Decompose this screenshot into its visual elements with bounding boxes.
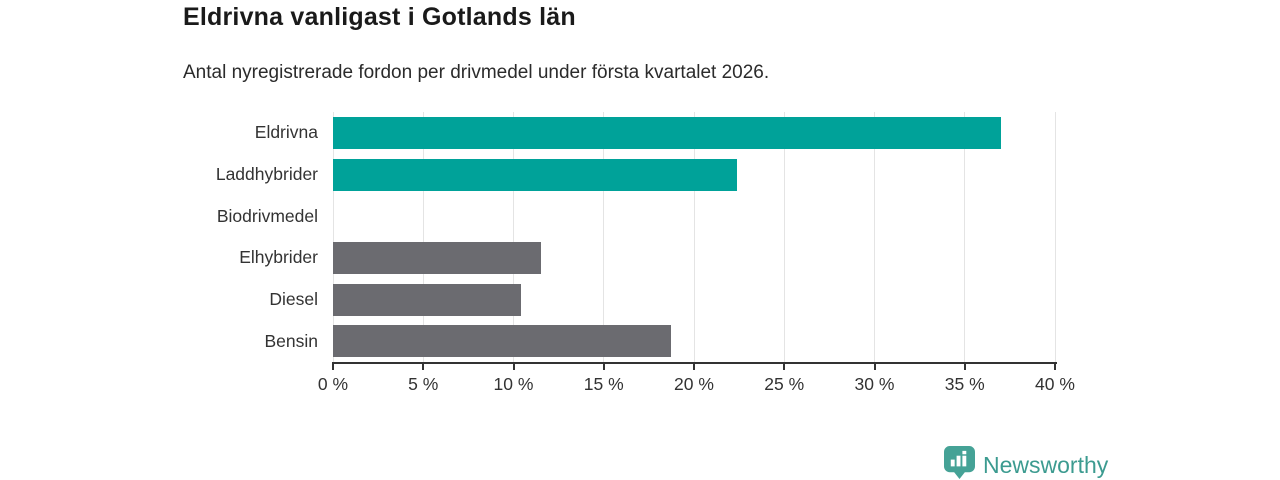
gridline: [874, 112, 875, 362]
gridline: [964, 112, 966, 362]
x-axis-tick: [422, 362, 425, 370]
gridline: [603, 112, 605, 362]
bar: [333, 283, 521, 316]
bar-track: [333, 279, 1055, 321]
x-axis-tick: [1054, 362, 1056, 370]
gridline: [513, 112, 514, 362]
x-axis-tick-label: 40 %: [1035, 374, 1075, 394]
x-axis-tick: [693, 362, 695, 370]
category-label: Biodrivmedel: [216, 205, 318, 226]
category-label: Elhybrider: [239, 247, 318, 268]
bar-chart: Eldrivna Laddhybrider Biodrivmedel Elhybrid…: [0, 112, 1110, 412]
x-axis-tick: [602, 362, 605, 370]
bar-track: [333, 320, 1055, 362]
plot-area: [332, 112, 1056, 362]
bar-track: [333, 195, 1055, 237]
newsworthy-logo: Newsworthy: [944, 446, 1108, 480]
bar: [333, 241, 541, 274]
x-axis-tick-label: 35 %: [944, 374, 985, 394]
x-axis-tick: [873, 362, 876, 370]
gridline: [332, 112, 334, 362]
category-label: Laddhybrider: [215, 164, 318, 184]
category-label: Diesel: [269, 289, 318, 310]
chart-row: Biodrivmedel: [0, 195, 1055, 237]
bar-track: [333, 237, 1055, 279]
chart-row: Diesel: [0, 279, 1055, 321]
x-axis-line: [333, 362, 1057, 364]
x-axis-tick: [783, 362, 786, 370]
chart-title: Eldrivna vanligast i Gotlands län: [183, 3, 576, 31]
x-axis-tick-label: 25 %: [764, 374, 805, 394]
x-axis-tick: [332, 362, 334, 370]
gridline: [693, 112, 695, 362]
x-axis-tick-label: 15 %: [583, 374, 624, 394]
gridline: [783, 112, 785, 362]
x-axis-tick-label: 10 %: [493, 374, 534, 394]
category-label: Bensin: [264, 330, 318, 351]
chart-subtitle: Antal nyregistrerade fordon per drivmede…: [183, 62, 770, 83]
gridline: [422, 112, 424, 362]
chart-rows: Eldrivna Laddhybrider Biodrivmedel Elhybrid…: [0, 112, 1055, 362]
chart-row: Bensin: [0, 320, 1055, 362]
x-axis-tick-label: 30 %: [854, 374, 895, 394]
gridline: [1054, 112, 1056, 362]
bar: [333, 325, 671, 358]
category-label: Eldrivna: [254, 122, 318, 143]
x-axis-tick-label: 0 %: [317, 374, 349, 394]
x-axis-tick: [512, 362, 515, 370]
x-axis-tick-label: 20 %: [674, 374, 714, 394]
bar: [333, 158, 738, 191]
chart-row: Laddhybrider: [0, 154, 1055, 196]
chart-row: Elhybrider: [0, 237, 1055, 279]
newsworthy-logo-text: Newsworthy: [983, 451, 1109, 478]
x-axis-tick: [963, 362, 966, 370]
newsworthy-pin-barchart-icon: [944, 446, 975, 480]
bar-track: [333, 154, 1055, 196]
bar-track: [333, 112, 1055, 154]
x-axis-tick-label: 5 %: [408, 374, 439, 394]
chart-row: Eldrivna: [0, 112, 1055, 154]
bar: [333, 116, 1001, 149]
